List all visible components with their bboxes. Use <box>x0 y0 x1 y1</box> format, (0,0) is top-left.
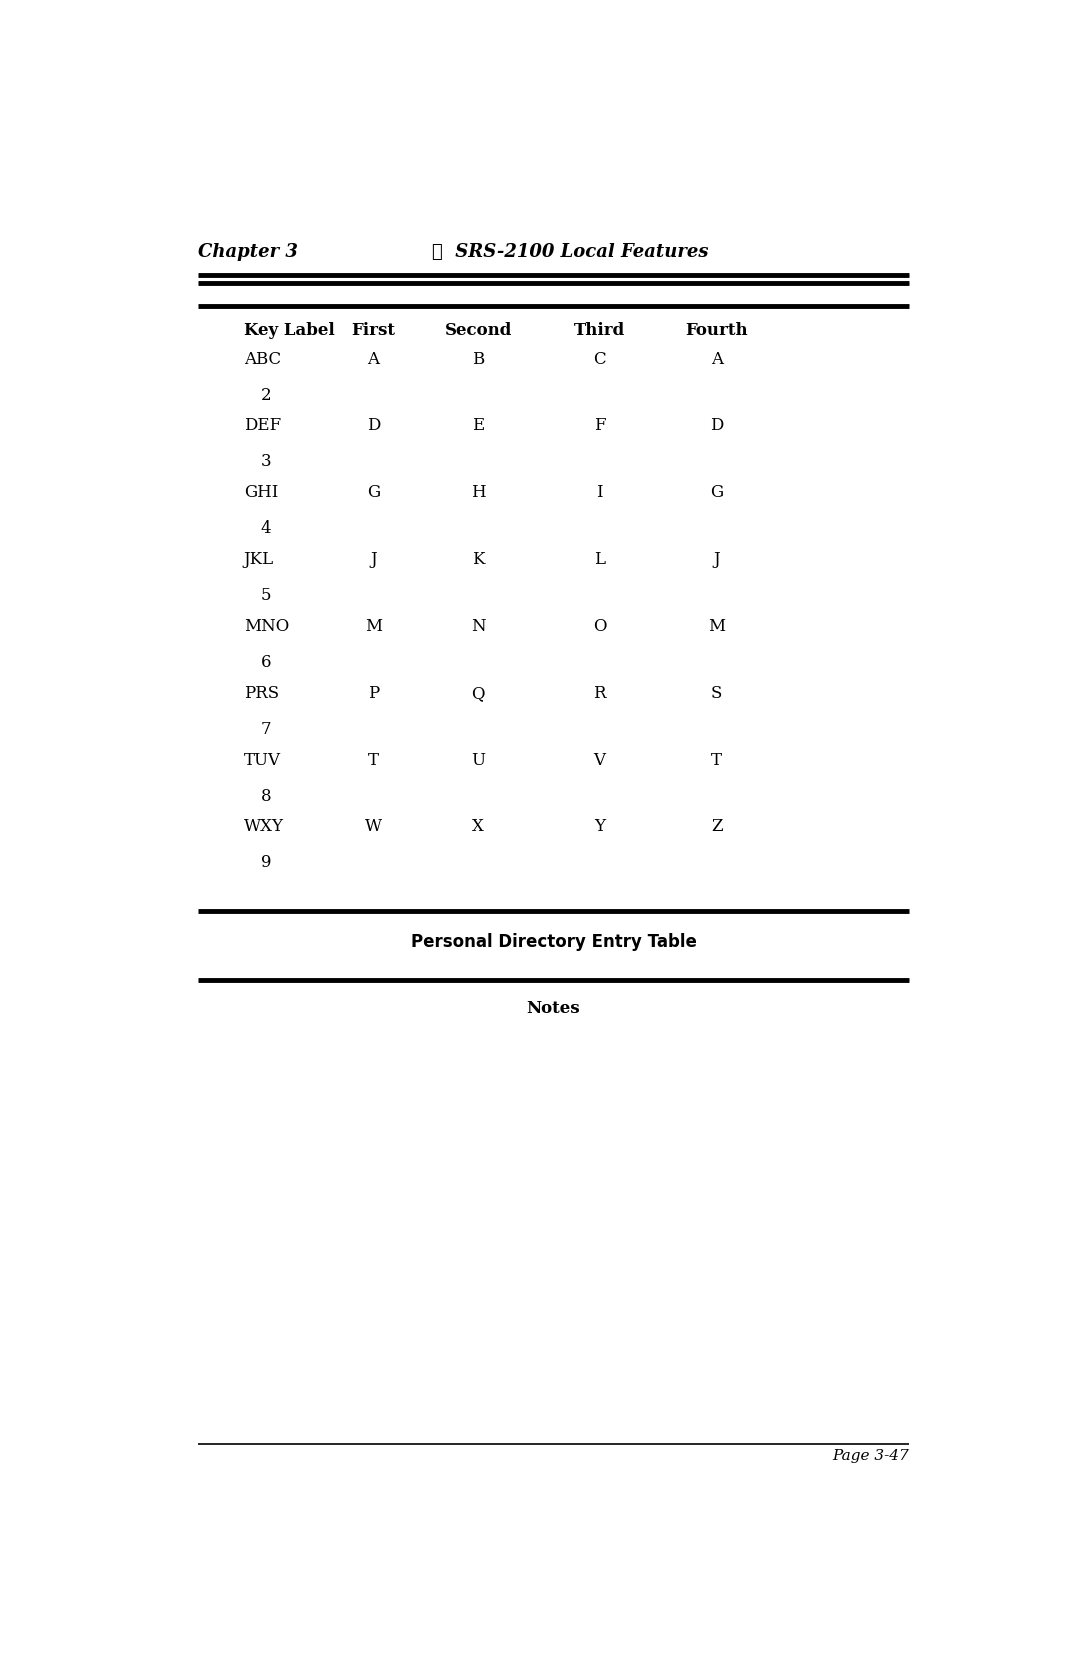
Text: K: K <box>472 551 485 567</box>
Text: L: L <box>594 551 605 567</box>
Text: G: G <box>367 484 380 501</box>
Text: Z: Z <box>711 818 723 836</box>
Text: F: F <box>594 417 606 434</box>
Text: WXY: WXY <box>244 818 284 836</box>
Text: JKL: JKL <box>244 551 274 567</box>
Text: D: D <box>710 417 724 434</box>
Text: E: E <box>472 417 484 434</box>
Text: First: First <box>352 322 395 339</box>
Text: PRS: PRS <box>244 684 279 701</box>
Text: M: M <box>365 618 382 634</box>
Text: DEF: DEF <box>244 417 281 434</box>
Text: 2: 2 <box>260 387 271 404</box>
Text: R: R <box>593 684 606 701</box>
Text: A: A <box>711 350 723 367</box>
Text: Key Label: Key Label <box>244 322 335 339</box>
Text: S: S <box>711 684 723 701</box>
Text: TUV: TUV <box>244 751 281 769</box>
Text: O: O <box>593 618 606 634</box>
Text: J: J <box>714 551 720 567</box>
Text: 4: 4 <box>260 521 271 537</box>
Text: T: T <box>368 751 379 769</box>
Text: J: J <box>370 551 377 567</box>
Text: D: D <box>367 417 380 434</box>
Text: Personal Directory Entry Table: Personal Directory Entry Table <box>410 933 697 951</box>
Text: W: W <box>365 818 382 836</box>
Text: A: A <box>367 350 379 367</box>
Text: C: C <box>593 350 606 367</box>
Text: ABC: ABC <box>244 350 281 367</box>
Text: 3: 3 <box>260 454 271 471</box>
Text: 9: 9 <box>260 855 271 871</box>
Text: I: I <box>596 484 603 501</box>
Text: 7: 7 <box>260 721 271 738</box>
Text: Chapter 3: Chapter 3 <box>198 242 298 260</box>
Text: MNO: MNO <box>244 618 289 634</box>
Text: P: P <box>368 684 379 701</box>
Text: N: N <box>471 618 486 634</box>
Text: Fourth: Fourth <box>686 322 748 339</box>
Text: T: T <box>712 751 723 769</box>
Text: 6: 6 <box>260 654 271 671</box>
Text: G: G <box>711 484 724 501</box>
Text: Second: Second <box>445 322 512 339</box>
Text: Page 3-47: Page 3-47 <box>833 1449 909 1464</box>
Text: H: H <box>471 484 486 501</box>
Text: V: V <box>594 751 606 769</box>
Text: M: M <box>708 618 726 634</box>
Text: X: X <box>472 818 484 836</box>
Text: U: U <box>471 751 485 769</box>
Text: Y: Y <box>594 818 605 836</box>
Text: Q: Q <box>471 684 485 701</box>
Text: B: B <box>472 350 484 367</box>
Text: ☎  SRS-2100 Local Features: ☎ SRS-2100 Local Features <box>432 242 708 260</box>
Text: GHI: GHI <box>244 484 279 501</box>
Text: Third: Third <box>573 322 625 339</box>
Text: Notes: Notes <box>527 1000 580 1016</box>
Text: 8: 8 <box>260 788 271 804</box>
Text: 5: 5 <box>260 587 271 604</box>
